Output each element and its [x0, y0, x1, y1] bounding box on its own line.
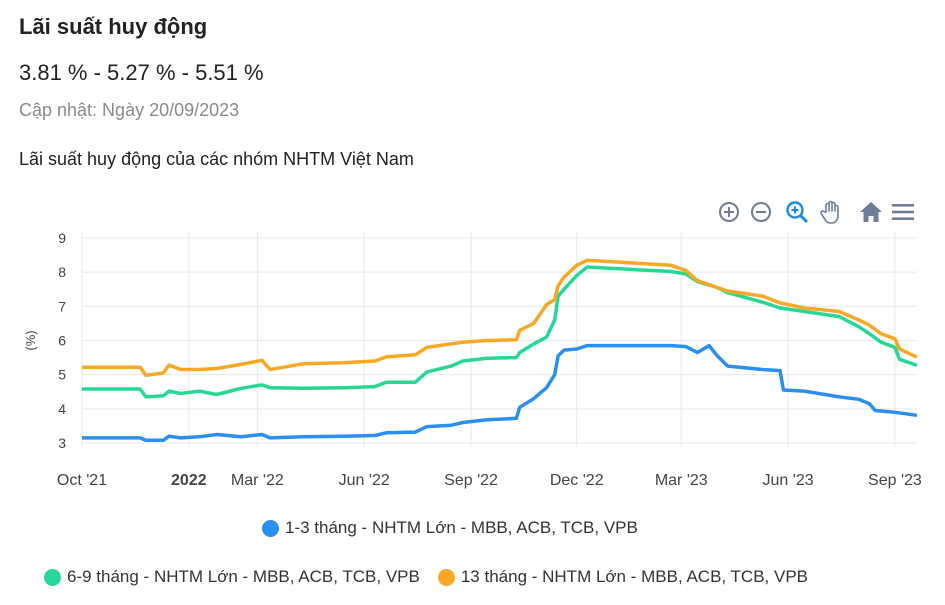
y-tick-label: 9 — [58, 230, 66, 246]
chart-subtitle: Lãi suất huy động của các nhóm NHTM Việt… — [19, 149, 414, 169]
x-tick-label: Oct '21 — [57, 472, 107, 489]
legend-dot-orange — [437, 568, 455, 586]
x-tick-label: Sep '23 — [868, 472, 922, 489]
pan-hand-icon[interactable] — [818, 198, 846, 226]
x-tick-label: Dec '22 — [550, 472, 604, 489]
y-tick-label: 5 — [58, 367, 66, 383]
home-icon[interactable] — [857, 198, 885, 226]
y-tick-label: 3 — [58, 435, 66, 451]
zoom-in-icon[interactable] — [715, 198, 743, 226]
x-tick-label: 2022 — [171, 472, 207, 489]
x-tick-label: Mar '22 — [231, 472, 284, 489]
deposit-rate-chart: 3 4 5 6 7 8 9 Oct '21 2022 Mar '22 Jun '22 Sep '22 D… — [23, 230, 922, 489]
legend-dot-green — [44, 568, 61, 586]
zoom-out-icon[interactable] — [747, 198, 775, 226]
legend-dot-blue — [262, 519, 279, 537]
y-axis-label: (%) — [23, 330, 38, 350]
y-tick-label: 7 — [58, 298, 66, 314]
update-date: Cập nhật: Ngày 20/09/2023 — [19, 100, 240, 120]
series-line-3 — [82, 258, 918, 378]
x-tick-label: Jun '22 — [339, 472, 390, 489]
series-line-2 — [82, 265, 918, 399]
x-tick-label: Sep '22 — [444, 472, 498, 489]
legend-item-1-3-thang[interactable]: 1-3 tháng - NHTM Lớn - MBB, ACB, TCB, VP… — [262, 518, 638, 538]
legend-row-2: 6-9 tháng - NHTM Lớn - MBB, ACB, TCB, VP… — [44, 567, 808, 587]
y-tick-label: 4 — [58, 401, 66, 417]
chart-toolbar — [715, 198, 920, 226]
legend-label: 1-3 tháng - NHTM Lớn - MBB, ACB, TCB, VP… — [285, 518, 638, 537]
legend-label: 13 tháng - NHTM Lớn - MBB, ACB, TCB, VPB — [460, 567, 809, 586]
menu-icon[interactable] — [889, 198, 917, 226]
page-title: Lãi suất huy động — [19, 14, 208, 39]
legend-row-1: 1-3 tháng - NHTM Lớn - MBB, ACB, TCB, VP… — [262, 518, 638, 538]
y-tick-label: 8 — [58, 264, 66, 280]
rate-summary: 3.81 % - 5.27 % - 5.51 % — [19, 60, 264, 85]
x-tick-label: Mar '23 — [655, 472, 708, 489]
legend-label: 6-9 tháng - NHTM Lớn - MBB, ACB, TCB, VP… — [67, 567, 420, 586]
legend-item-13-thang[interactable]: 13 tháng - NHTM Lớn - MBB, ACB, TCB, VPB — [437, 567, 809, 587]
legend-item-6-9-thang[interactable]: 6-9 tháng - NHTM Lớn - MBB, ACB, TCB, VP… — [44, 567, 420, 587]
x-tick-label: Jun '23 — [763, 472, 814, 489]
selection-zoom-icon[interactable] — [783, 198, 811, 226]
series-line-1 — [82, 343, 918, 443]
y-tick-label: 6 — [58, 333, 66, 349]
